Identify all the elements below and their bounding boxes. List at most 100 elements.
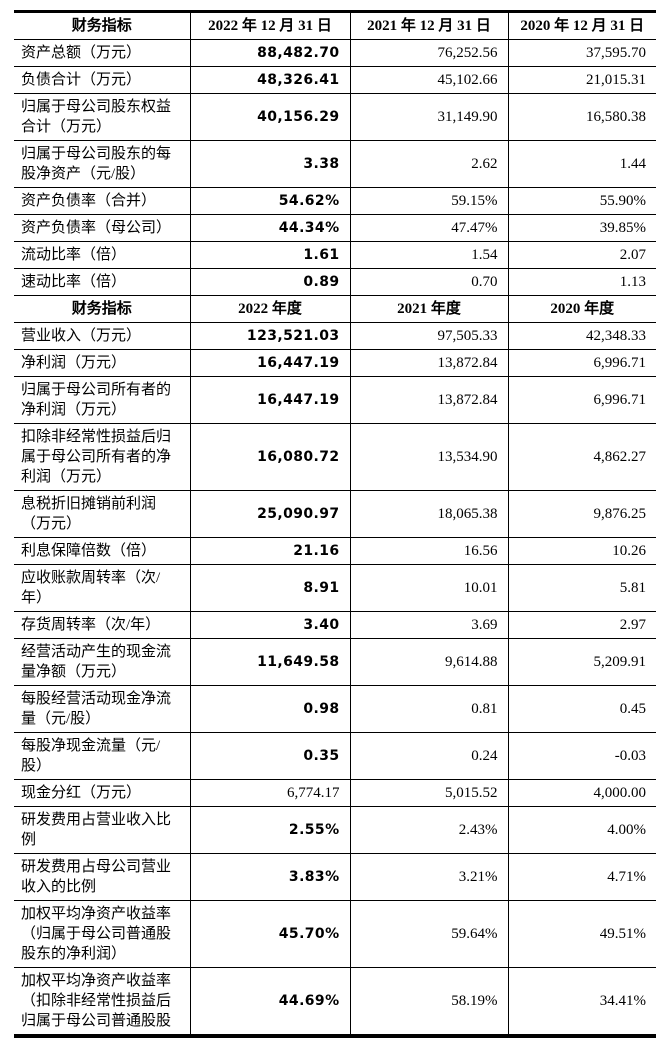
table-row-net-assets-per-share: 归属于母公司股东的每 股净资产（元/股） 3.38 2.62 1.44	[14, 140, 656, 188]
value-2020: -0.03	[507, 732, 656, 780]
value-2020: 1.13	[507, 268, 656, 296]
value-2020: 6,996.71	[507, 376, 656, 424]
value-2021: 10.01	[349, 564, 508, 612]
table-row-net-cash-flow-per-share: 每股净现金流量（元/ 股） 0.35 0.24 -0.03	[14, 732, 656, 780]
value-2021: 97,505.33	[349, 322, 508, 350]
table-row-rd-expense-parent-revenue-ratio: 研发费用占母公司营业 收入的比例 3.83% 3.21% 4.71%	[14, 853, 656, 901]
value-2022: 44.69%	[189, 967, 350, 1036]
value-2020: 34.41%	[507, 967, 656, 1036]
row-label: 负债合计（万元）	[14, 66, 190, 94]
row-label: 加权平均净资产收益率 （归属于母公司普通股 股东的净利润）	[14, 900, 190, 968]
value-2022: 3.40	[189, 611, 350, 639]
row-label: 资产负债率（母公司）	[14, 214, 190, 242]
section2-header-2021-year: 2021 年度	[349, 295, 508, 323]
table-row-current-ratio: 流动比率（倍） 1.61 1.54 2.07	[14, 241, 656, 269]
table-row-net-profit: 净利润（万元） 16,447.19 13,872.84 6,996.71	[14, 349, 656, 377]
value-2021: 13,534.90	[349, 423, 508, 491]
value-2021: 59.15%	[349, 187, 508, 215]
value-2020: 4.00%	[507, 806, 656, 854]
value-2020: 49.51%	[507, 900, 656, 968]
value-2021: 2.43%	[349, 806, 508, 854]
value-2022: 0.98	[189, 685, 350, 733]
value-2022: 3.38	[189, 140, 350, 188]
section1-header-indicator: 财务指标	[71, 18, 132, 34]
value-2021: 3.69	[349, 611, 508, 639]
value-2020: 21,015.31	[507, 66, 656, 94]
value-2021: 3.21%	[349, 853, 508, 901]
row-label: 资产总额（万元）	[14, 39, 190, 67]
table-row-rd-expense-revenue-ratio: 研发费用占营业收入比 例 2.55% 2.43% 4.00%	[14, 806, 656, 854]
value-2021: 5,015.52	[349, 779, 508, 807]
value-2021: 76,252.56	[349, 39, 508, 67]
value-2022: 54.62%	[189, 187, 350, 215]
row-label: 净利润（万元）	[14, 349, 190, 377]
value-2020: 4.71%	[507, 853, 656, 901]
financial-indicators-table: 财务指标 2022 年 12 月 31 日 2021 年 12 月 31 日 2…	[14, 10, 656, 1038]
row-label: 研发费用占营业收入比 例	[14, 806, 190, 854]
row-label: 利息保障倍数（倍）	[14, 537, 190, 565]
value-2022: 40,156.29	[189, 93, 350, 141]
value-2022: 16,447.19	[189, 349, 350, 377]
value-2022: 2.55%	[189, 806, 350, 854]
table-row-net-profit-deducting-nonrecurring: 扣除非经常性损益后归 属于母公司所有者的净 利润（万元） 16,080.72 1…	[14, 423, 656, 491]
value-2021: 0.81	[349, 685, 508, 733]
value-2022: 48,326.41	[189, 66, 350, 94]
row-label: 每股净现金流量（元/ 股）	[14, 732, 190, 780]
value-2021: 2.62	[349, 140, 508, 188]
row-label: 现金分红（万元）	[14, 779, 190, 807]
table-row-ebitda: 息税折旧摊销前利润 （万元） 25,090.97 18,065.38 9,876…	[14, 490, 656, 538]
table-row-debt-ratio-parent: 资产负债率（母公司） 44.34% 47.47% 39.85%	[14, 214, 656, 242]
row-label: 息税折旧摊销前利润 （万元）	[14, 490, 190, 538]
value-2020: 10.26	[507, 537, 656, 565]
value-2021: 18,065.38	[349, 490, 508, 538]
row-label: 流动比率（倍）	[14, 241, 190, 269]
value-2020: 16,580.38	[507, 93, 656, 141]
row-label: 营业收入（万元）	[14, 322, 190, 350]
section1-header-2021-date: 2021 年 12 月 31 日	[349, 11, 508, 40]
table-row-weighted-roe: 加权平均净资产收益率 （归属于母公司普通股 股东的净利润） 45.70% 59.…	[14, 900, 656, 968]
value-2022: 25,090.97	[189, 490, 350, 538]
value-2020: 1.44	[507, 140, 656, 188]
value-2021: 1.54	[349, 241, 508, 269]
table-row-inventory-turnover: 存货周转率（次/年） 3.40 3.69 2.97	[14, 611, 656, 639]
value-2020: 0.45	[507, 685, 656, 733]
table-row-operating-cash-flow-per-share: 每股经营活动现金净流 量（元/股） 0.98 0.81 0.45	[14, 685, 656, 733]
value-2022: 11,649.58	[189, 638, 350, 686]
value-2022: 6,774.17	[189, 779, 350, 807]
value-2022: 3.83%	[189, 853, 350, 901]
value-2020: 2.97	[507, 611, 656, 639]
value-2021: 13,872.84	[349, 376, 508, 424]
value-2021: 45,102.66	[349, 66, 508, 94]
section1-header-row: 财务指标 2022 年 12 月 31 日 2021 年 12 月 31 日 2…	[14, 11, 656, 40]
table-row-revenue: 营业收入（万元） 123,521.03 97,505.33 42,348.33	[14, 322, 656, 350]
row-label: 研发费用占母公司营业 收入的比例	[14, 853, 190, 901]
value-2020: 55.90%	[507, 187, 656, 215]
value-2022: 44.34%	[189, 214, 350, 242]
value-2021: 0.24	[349, 732, 508, 780]
row-label: 经营活动产生的现金流 量净额（万元）	[14, 638, 190, 686]
value-2022: 16,080.72	[189, 423, 350, 491]
value-2021: 13,872.84	[349, 349, 508, 377]
value-2020: 37,595.70	[507, 39, 656, 67]
value-2020: 6,996.71	[507, 349, 656, 377]
value-2022: 0.35	[189, 732, 350, 780]
value-2022: 1.61	[189, 241, 350, 269]
value-2021: 0.70	[349, 268, 508, 296]
row-label: 归属于母公司股东的每 股净资产（元/股）	[14, 140, 190, 188]
table-row-receivables-turnover: 应收账款周转率（次/ 年） 8.91 10.01 5.81	[14, 564, 656, 612]
row-label: 归属于母公司所有者的 净利润（万元）	[14, 376, 190, 424]
table-row-debt-ratio-consolidated: 资产负债率（合并） 54.62% 59.15% 55.90%	[14, 187, 656, 215]
table-row-parent-equity: 归属于母公司股东权益 合计（万元） 40,156.29 31,149.90 16…	[14, 93, 656, 141]
value-2022: 88,482.70	[189, 39, 350, 67]
row-label: 资产负债率（合并）	[14, 187, 190, 215]
value-2021: 47.47%	[349, 214, 508, 242]
value-2022: 0.89	[189, 268, 350, 296]
value-2022: 16,447.19	[189, 376, 350, 424]
section2-header-row: 财务指标 2022 年度 2021 年度 2020 年度	[14, 295, 656, 323]
value-2021: 9,614.88	[349, 638, 508, 686]
table-row-weighted-roe-deducting-nonrecurring: 加权平均净资产收益率 （扣除非经常性损益后 归属于母公司普通股股 44.69% …	[14, 967, 656, 1036]
table-row-total-assets: 资产总额（万元） 88,482.70 76,252.56 37,595.70	[14, 39, 656, 67]
row-label: 扣除非经常性损益后归 属于母公司所有者的净 利润（万元）	[14, 423, 190, 491]
table-row-cash-dividend: 现金分红（万元） 6,774.17 5,015.52 4,000.00	[14, 779, 656, 807]
